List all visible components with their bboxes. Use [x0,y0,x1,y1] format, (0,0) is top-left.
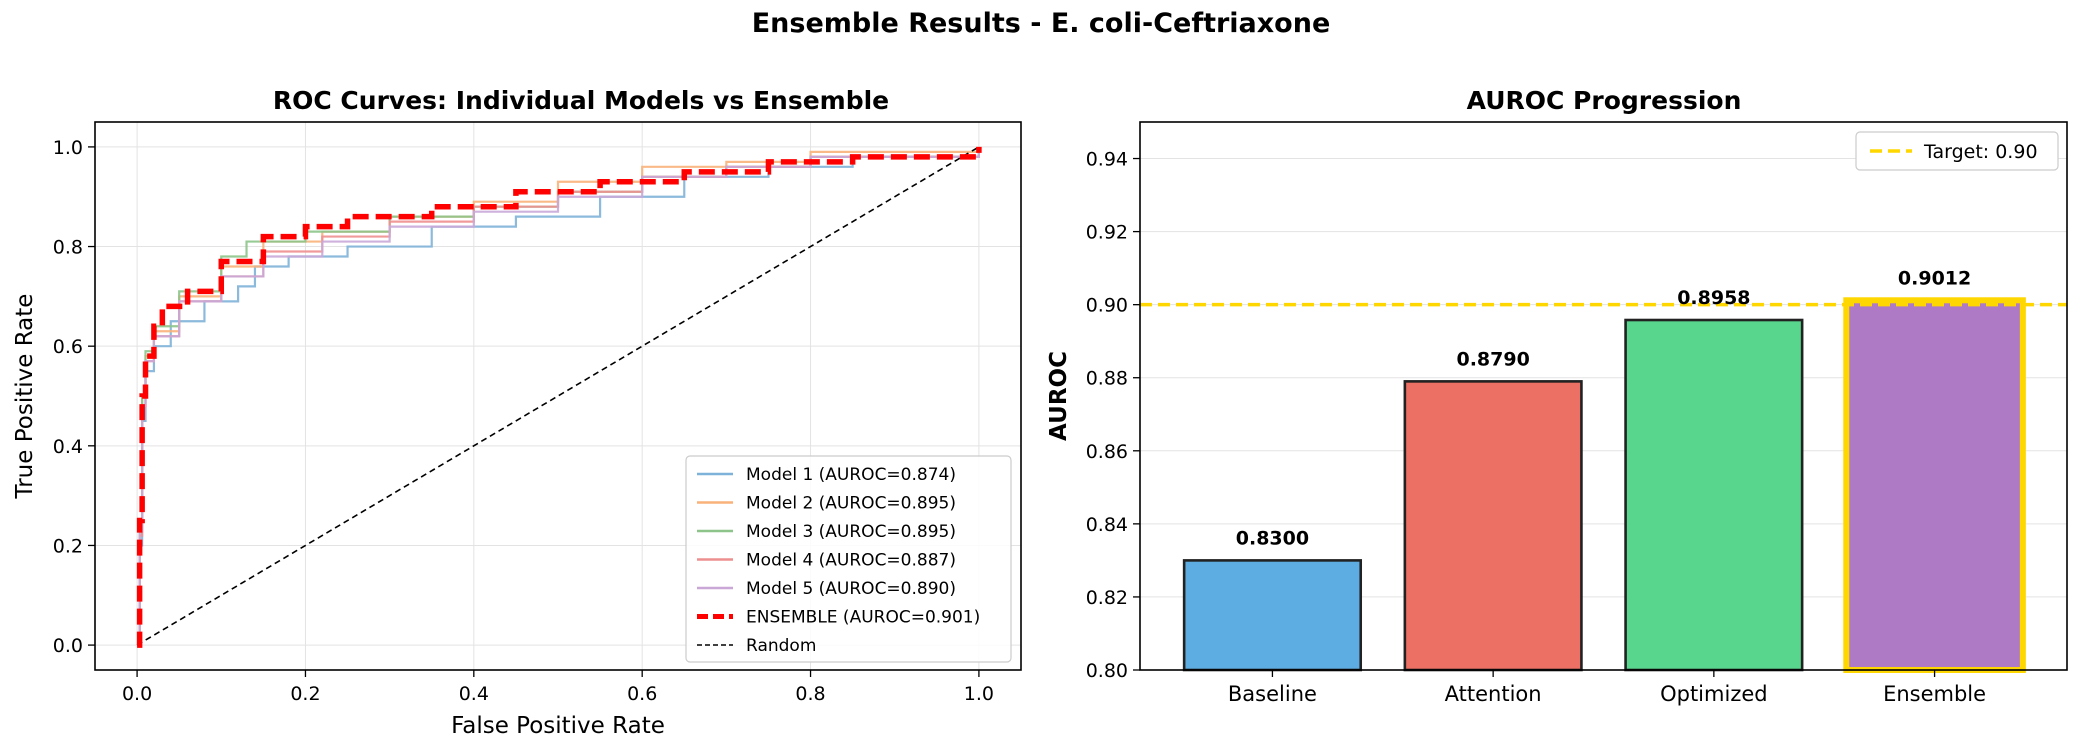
roc-legend-label: Model 1 (AUROC=0.874) [746,465,956,485]
auroc-bar-chart: AUROC Progression 0.8300 0.8790 0.8958 0.90… [1046,86,2068,706]
bar-x-tick-label: Ensemble [1883,682,1986,706]
bar-y-ticks: 0.80 0.82 0.84 0.86 0.88 0.90 0.92 0.94 [1086,149,1140,682]
roc-y-tick-label: 0.6 [53,336,83,358]
roc-y-tick-label: 0.0 [53,635,83,657]
bar-x-tick-label: Baseline [1228,682,1317,706]
bar-series [1182,297,2026,673]
bar-y-tick-label: 0.92 [1086,222,1128,244]
roc-y-axis-label: True Positive Rate [12,294,38,500]
roc-legend-label: Model 2 (AUROC=0.895) [746,494,956,514]
roc-plot-frame [94,121,1022,671]
bar-plot-frame [1139,121,2068,671]
roc-chart: ROC Curves: Individual Models vs Ensembl… [12,86,1022,739]
bar-attention [1403,380,1583,672]
roc-x-tick-label: 0.8 [795,683,825,705]
bar-x-ticks: Baseline Attention Optimized Ensemble [1228,670,1986,706]
bar-y-tick-label: 0.80 [1086,660,1128,682]
roc-legend-label: Model 5 (AUROC=0.890) [746,579,956,599]
roc-x-tick-label: 0.4 [459,683,489,705]
roc-legend-label: ENSEMBLE (AUROC=0.901) [746,608,980,628]
roc-y-tick-label: 0.2 [53,535,83,557]
bar-y-tick-label: 0.90 [1086,295,1128,317]
bar-legend-label: Target: 0.90 [1923,141,2038,163]
roc-curve-6 [136,146,982,648]
roc-y-tick-label: 0.4 [53,436,83,458]
roc-x-tick-label: 1.0 [964,683,994,705]
bar-legend: Target: 0.90 [1855,131,2059,171]
roc-legend-label: Model 3 (AUROC=0.895) [746,522,956,542]
roc-x-tick-label: 0.2 [290,683,320,705]
roc-legend-label: Model 4 (AUROC=0.887) [746,551,956,571]
roc-legend-label: Random [746,636,816,656]
bar-value-label: 0.9012 [1898,267,1971,289]
roc-curves [136,146,982,648]
bar-value-label: 0.8958 [1677,287,1750,309]
bar-chart-title: AUROC Progression [1467,86,1742,115]
bar-optimized [1624,318,1804,672]
roc-x-ticks: 0.0 0.2 0.4 0.6 0.8 1.0 [122,670,994,705]
bar-ensemble [1843,297,2026,673]
roc-x-tick-label: 0.0 [122,683,152,705]
bar-value-label: 0.8790 [1456,348,1529,370]
bar-value-labels: 0.8300 0.8790 0.8958 0.9012 [1236,267,1971,549]
bar-baseline [1182,559,1363,672]
roc-curve-5 [137,151,981,647]
bar-y-tick-label: 0.94 [1086,149,1128,171]
bar-value-label: 0.8300 [1236,527,1309,549]
roc-legend-box [685,455,1012,663]
roc-y-ticks: 0.0 0.2 0.4 0.6 0.8 1.0 [53,137,95,657]
roc-x-tick-label: 0.6 [627,683,657,705]
bar-y-tick-label: 0.86 [1086,441,1128,463]
bar-y-tick-label: 0.82 [1086,587,1128,609]
roc-x-axis-label: False Positive Rate [451,713,665,739]
roc-legend: Model 1 (AUROC=0.874) Model 2 (AUROC=0.89… [685,455,1012,663]
roc-y-tick-label: 1.0 [53,137,83,159]
roc-y-tick-label: 0.8 [53,237,83,259]
roc-chart-title: ROC Curves: Individual Models vs Ensembl… [273,86,889,115]
roc-curve-7 [136,146,980,646]
bar-x-tick-label: Optimized [1660,682,1768,706]
bar-legend-box [1855,131,2059,171]
figure-title: Ensemble Results - E. coli-Ceftriaxone [751,8,1331,39]
bar-x-tick-label: Attention [1445,682,1542,706]
bar-y-tick-label: 0.84 [1086,514,1128,536]
bar-y-tick-label: 0.88 [1086,368,1128,390]
bar-y-axis-label: AUROC [1046,351,1072,441]
